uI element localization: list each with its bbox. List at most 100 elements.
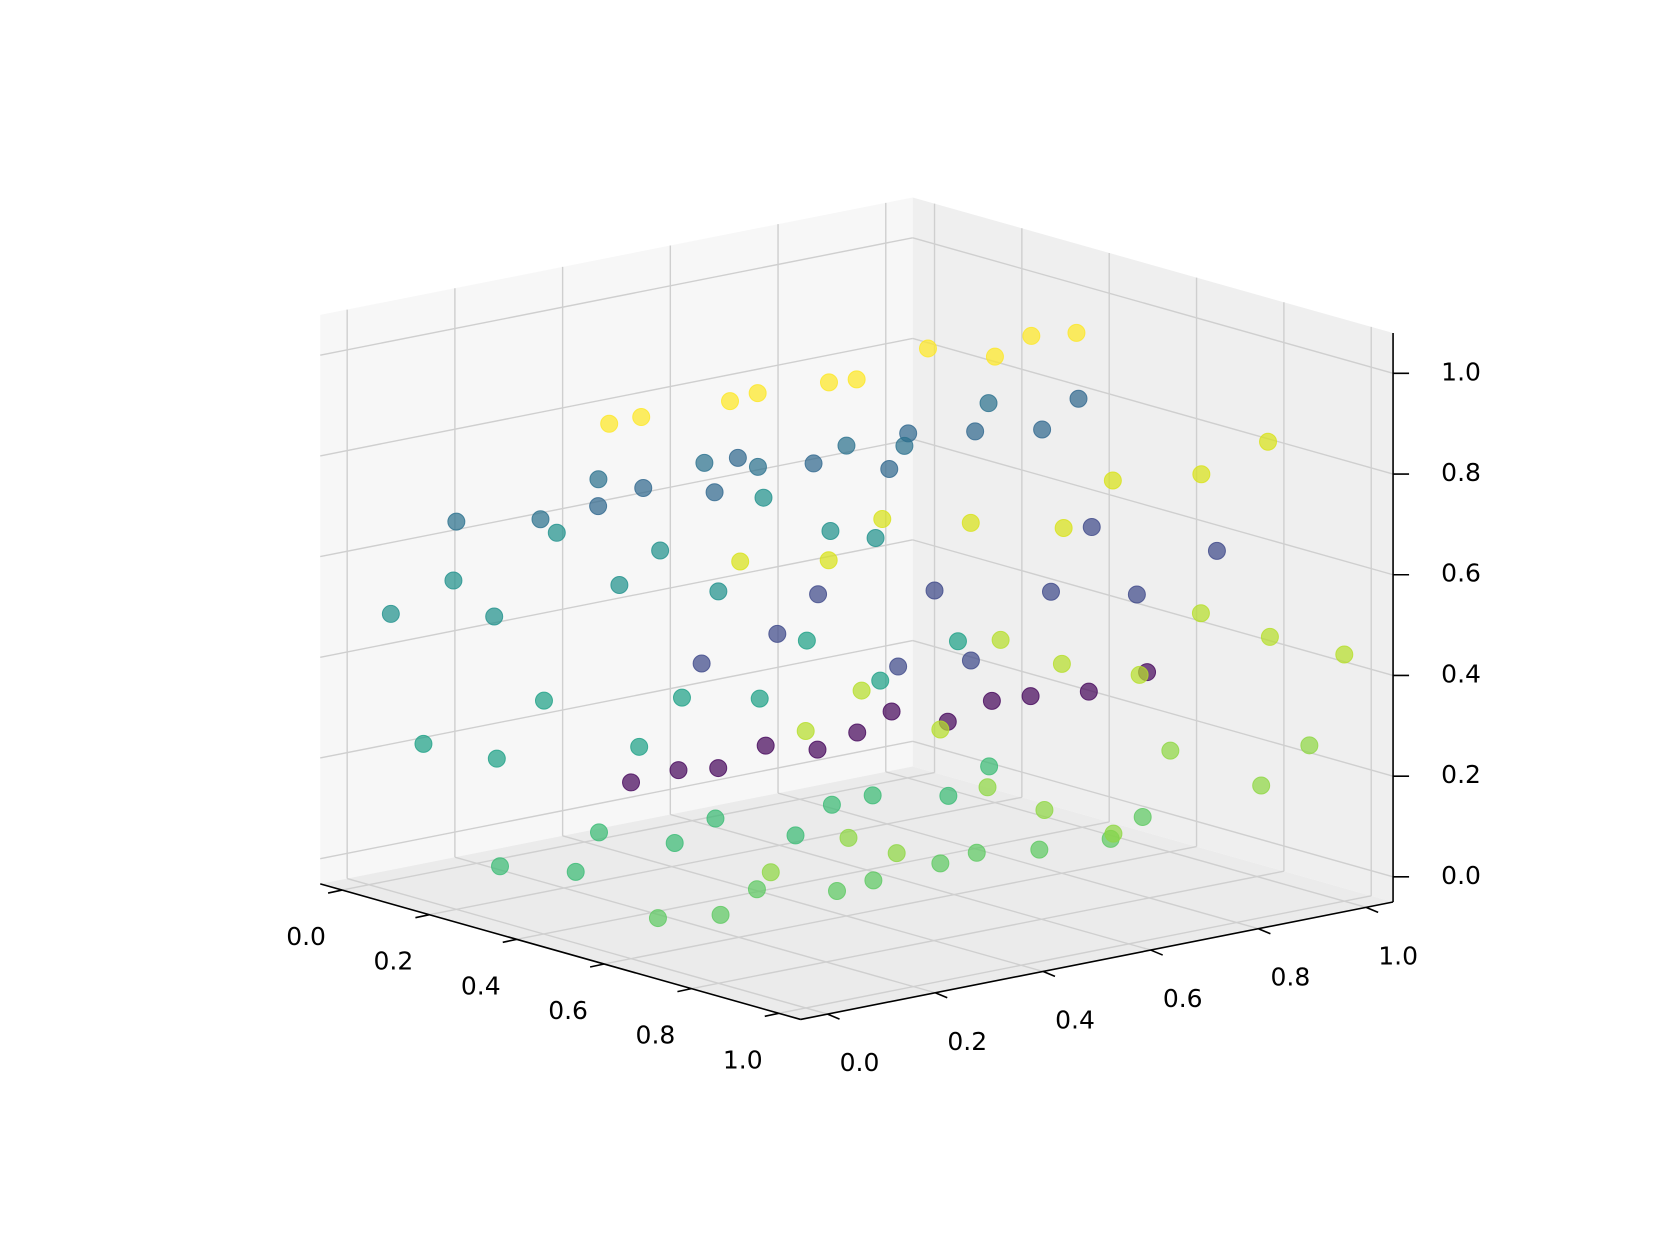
point [866,528,885,547]
y-tick-label: 0.2 [947,1027,987,1056]
point [630,737,649,756]
y-tick-label: 0.0 [840,1048,880,1077]
point [531,510,550,529]
point [589,470,608,489]
point [991,630,1010,649]
point [1192,465,1211,484]
point [706,809,725,828]
point [931,720,950,739]
point [622,773,641,792]
y-tick [934,992,948,999]
point [1041,582,1060,601]
point [709,759,728,778]
y-tick [1365,906,1379,914]
y-tick [1042,970,1056,978]
point [566,862,585,881]
point [1127,585,1146,604]
point [709,582,728,601]
point [847,370,866,389]
y-tick-label: 1.0 [1378,941,1418,970]
point [918,339,937,358]
grid-line [320,539,913,658]
point [889,657,908,676]
point [1260,627,1279,646]
grid-line [777,792,1259,930]
x-tick-label: 1.0 [723,1045,763,1074]
grid-line [320,740,913,860]
point [948,632,967,651]
grid-line [320,237,913,356]
left-pane [320,197,913,884]
point [967,843,986,862]
point [692,654,711,673]
x-tick [764,1012,779,1018]
point [980,757,999,776]
point [931,854,950,873]
point [796,722,815,741]
point [381,604,400,623]
grid-line [454,856,936,994]
right-pane [912,197,1394,903]
x-tick-label: 0.0 [286,922,326,951]
point [648,909,667,928]
point [665,833,684,852]
point [444,571,463,590]
point [822,795,841,814]
point [1035,800,1054,819]
x-tick-label: 0.4 [461,971,501,1000]
point [978,778,997,797]
point [748,457,767,476]
point [1079,682,1098,701]
grid-line [912,237,1394,375]
point [848,723,867,742]
x-tick [589,963,605,968]
point [1054,518,1073,537]
point [880,459,899,478]
point [1104,824,1123,843]
x-tick [502,938,517,944]
grid-line [346,877,828,1015]
point [761,863,780,882]
point [864,871,883,890]
point [1252,776,1271,795]
point [882,702,901,721]
grid-line [912,539,1394,677]
point [873,510,892,529]
floor-pane [320,766,1394,1020]
z-tick-label: 0.0 [1441,861,1481,890]
point [547,523,566,542]
x-tick [677,987,692,993]
y-tick-label: 0.6 [1163,984,1203,1013]
point [447,512,466,531]
grid-line [691,870,1285,990]
point [1067,323,1086,342]
x-tick [327,889,343,894]
point [1130,665,1149,684]
point [1335,645,1354,664]
point [590,823,609,842]
point [819,551,838,570]
point [651,541,670,560]
point [731,552,750,571]
point [610,575,629,594]
point [750,689,769,708]
x-tick [415,913,430,919]
point [485,607,504,626]
point [711,905,730,924]
point [804,454,823,473]
point [754,488,773,507]
point [1103,471,1122,490]
z-tick-label: 0.4 [1441,659,1481,688]
y-tick [1258,927,1271,935]
grid-line [341,771,935,891]
point [600,414,619,433]
point [979,394,998,413]
point [961,651,980,670]
x-tick-label: 0.8 [636,1021,676,1050]
point [786,826,805,845]
point [871,671,890,690]
point [887,844,906,863]
point [809,585,828,604]
point [925,581,944,600]
